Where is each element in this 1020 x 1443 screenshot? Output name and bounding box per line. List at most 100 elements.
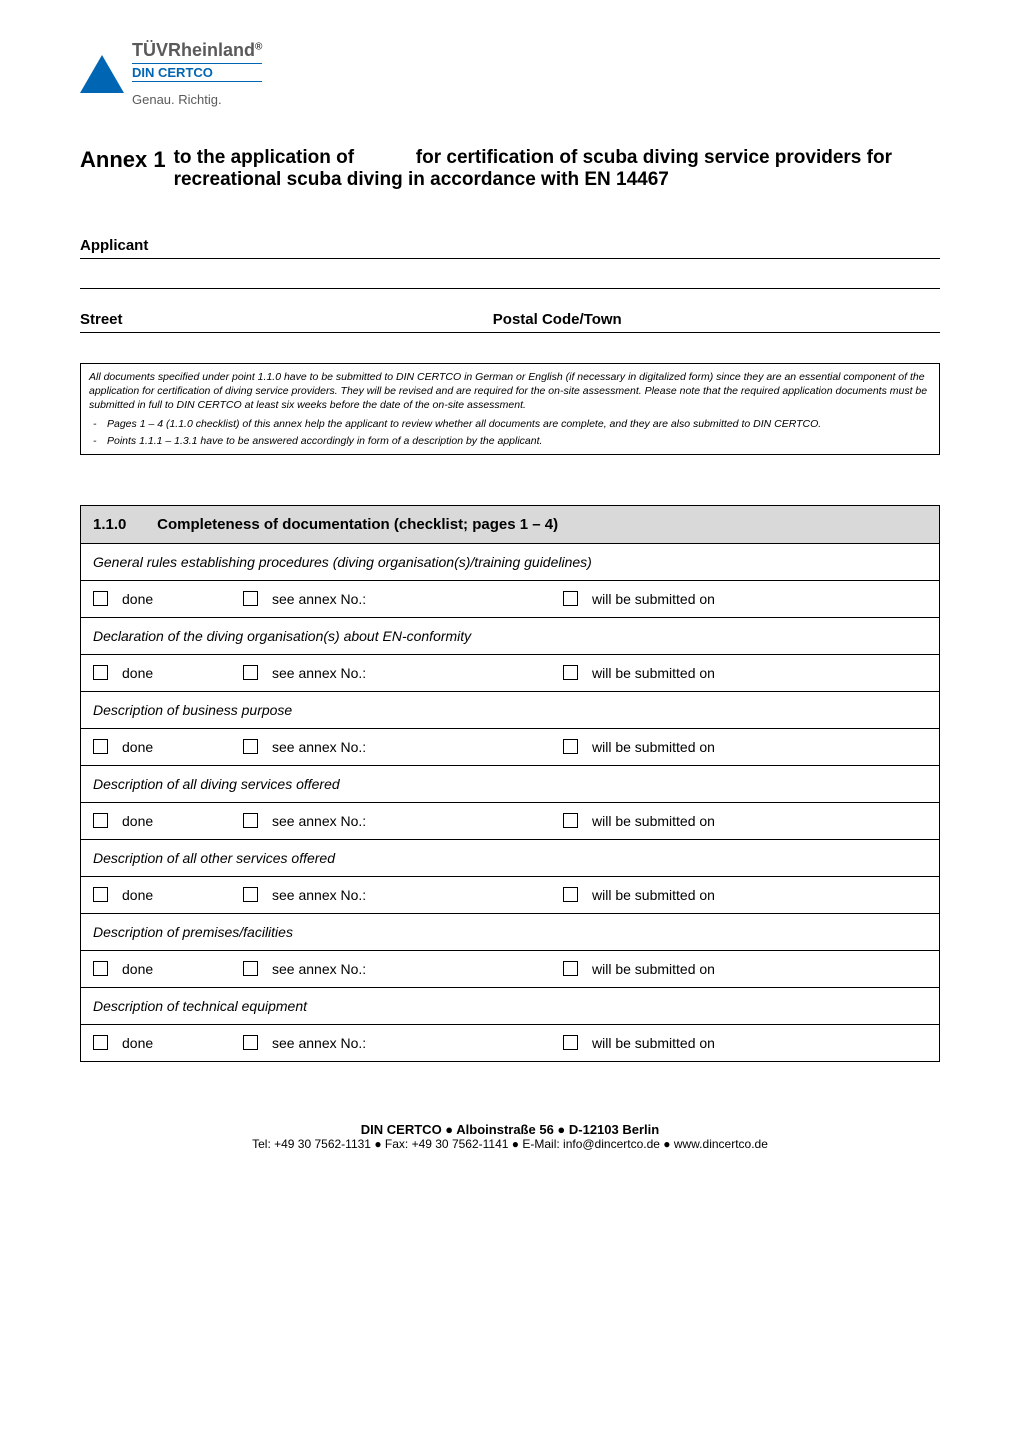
checklist-row: done see annex No.: will be submitted on <box>81 655 939 692</box>
applicant-field-row: Applicant <box>80 231 940 259</box>
checkbox-done[interactable] <box>93 591 108 606</box>
annex-label: see annex No.: <box>272 665 366 681</box>
logo-brand-line: TÜVRheinland® <box>132 40 262 61</box>
checklist-item-label: Description of all other services offere… <box>81 840 939 877</box>
check-annex-group: see annex No.: <box>243 665 563 681</box>
checklist-row: done see annex No.: will be submitted on <box>81 803 939 840</box>
submit-label: will be submitted on <box>592 813 715 829</box>
checklist-item-label: Description of technical equipment <box>81 988 939 1025</box>
check-done-group: done <box>93 591 243 607</box>
submit-label: will be submitted on <box>592 961 715 977</box>
check-annex-group: see annex No.: <box>243 591 563 607</box>
checklist-table: 1.1.0 Completeness of documentation (che… <box>80 505 940 1062</box>
submit-label: will be submitted on <box>592 665 715 681</box>
logo-din-certco: DIN CERTCO <box>132 63 262 82</box>
checklist-item-label: Declaration of the diving organisation(s… <box>81 618 939 655</box>
done-label: done <box>122 665 153 681</box>
notice-bullet-1: Pages 1 – 4 (1.1.0 checklist) of this an… <box>89 417 931 431</box>
title-annex: Annex 1 <box>80 147 166 172</box>
check-submit-group: will be submitted on <box>563 1035 715 1051</box>
annex-label: see annex No.: <box>272 813 366 829</box>
annex-label: see annex No.: <box>272 887 366 903</box>
footer-contact: Tel: +49 30 7562-1131 ● Fax: +49 30 7562… <box>80 1137 940 1151</box>
address-field-row: Street Postal Code/Town <box>80 305 940 333</box>
checkbox-annex[interactable] <box>243 591 258 606</box>
check-done-group: done <box>93 1035 243 1051</box>
checklist-row: done see annex No.: will be submitted on <box>81 877 939 914</box>
done-label: done <box>122 1035 153 1051</box>
checkbox-annex[interactable] <box>243 665 258 680</box>
check-annex-group: see annex No.: <box>243 1035 563 1051</box>
check-done-group: done <box>93 813 243 829</box>
checklist-section-number: 1.1.0 <box>93 516 153 533</box>
check-submit-group: will be submitted on <box>563 813 715 829</box>
check-submit-group: will be submitted on <box>563 887 715 903</box>
annex-label: see annex No.: <box>272 1035 366 1051</box>
submit-label: will be submitted on <box>592 887 715 903</box>
notice-main-text: All documents specified under point 1.1.… <box>89 370 931 413</box>
check-annex-group: see annex No.: <box>243 887 563 903</box>
checklist-row: done see annex No.: will be submitted on <box>81 1025 939 1061</box>
checkbox-submit[interactable] <box>563 665 578 680</box>
check-done-group: done <box>93 739 243 755</box>
logo-area: TÜVRheinland® DIN CERTCO Genau. Richtig. <box>80 40 940 107</box>
done-label: done <box>122 961 153 977</box>
checklist-row: done see annex No.: will be submitted on <box>81 951 939 988</box>
checkbox-done[interactable] <box>93 961 108 976</box>
checkbox-submit[interactable] <box>563 961 578 976</box>
check-done-group: done <box>93 887 243 903</box>
title-blank-space <box>359 147 412 168</box>
checkbox-submit[interactable] <box>563 887 578 902</box>
postal-label: Postal Code/Town <box>493 311 940 328</box>
checkbox-annex[interactable] <box>243 813 258 828</box>
checkbox-annex[interactable] <box>243 961 258 976</box>
checkbox-annex[interactable] <box>243 1035 258 1050</box>
footer-address: DIN CERTCO ● Alboinstraße 56 ● D-12103 B… <box>80 1122 940 1137</box>
checklist-item-label: Description of all diving services offer… <box>81 766 939 803</box>
checkbox-done[interactable] <box>93 887 108 902</box>
check-submit-group: will be submitted on <box>563 591 715 607</box>
checklist-item-label: Description of premises/facilities <box>81 914 939 951</box>
checkbox-done[interactable] <box>93 739 108 754</box>
check-done-group: done <box>93 665 243 681</box>
checkbox-submit[interactable] <box>563 591 578 606</box>
checklist-row: done see annex No.: will be submitted on <box>81 581 939 618</box>
logo-registered: ® <box>255 42 262 53</box>
checkbox-done[interactable] <box>93 665 108 680</box>
check-annex-group: see annex No.: <box>243 739 563 755</box>
submit-label: will be submitted on <box>592 591 715 607</box>
check-done-group: done <box>93 961 243 977</box>
check-annex-group: see annex No.: <box>243 961 563 977</box>
check-annex-group: see annex No.: <box>243 813 563 829</box>
checkbox-done[interactable] <box>93 1035 108 1050</box>
checklist-item-label: General rules establishing procedures (d… <box>81 544 939 581</box>
submit-label: will be submitted on <box>592 1035 715 1051</box>
checkbox-submit[interactable] <box>563 813 578 828</box>
applicant-input-line[interactable] <box>80 259 940 289</box>
annex-label: see annex No.: <box>272 739 366 755</box>
done-label: done <box>122 591 153 607</box>
submit-label: will be submitted on <box>592 739 715 755</box>
notice-box: All documents specified under point 1.1.… <box>80 363 940 455</box>
checkbox-submit[interactable] <box>563 739 578 754</box>
title-line1: to the application of <box>174 147 355 168</box>
checkbox-annex[interactable] <box>243 739 258 754</box>
applicant-label: Applicant <box>80 237 148 254</box>
check-submit-group: will be submitted on <box>563 739 715 755</box>
done-label: done <box>122 739 153 755</box>
notice-bullet-2: Points 1.1.1 – 1.3.1 have to be answered… <box>89 434 931 448</box>
annex-label: see annex No.: <box>272 591 366 607</box>
logo-tuv: TÜV <box>132 40 168 60</box>
logo-tagline: Genau. Richtig. <box>132 92 262 107</box>
checkbox-annex[interactable] <box>243 887 258 902</box>
annex-label: see annex No.: <box>272 961 366 977</box>
checklist-section-title: Completeness of documentation (checklist… <box>157 516 558 533</box>
checkbox-submit[interactable] <box>563 1035 578 1050</box>
check-submit-group: will be submitted on <box>563 961 715 977</box>
check-submit-group: will be submitted on <box>563 665 715 681</box>
done-label: done <box>122 813 153 829</box>
checklist-header: 1.1.0 Completeness of documentation (che… <box>81 506 939 544</box>
checkbox-done[interactable] <box>93 813 108 828</box>
checklist-item-label: Description of business purpose <box>81 692 939 729</box>
checklist-row: done see annex No.: will be submitted on <box>81 729 939 766</box>
